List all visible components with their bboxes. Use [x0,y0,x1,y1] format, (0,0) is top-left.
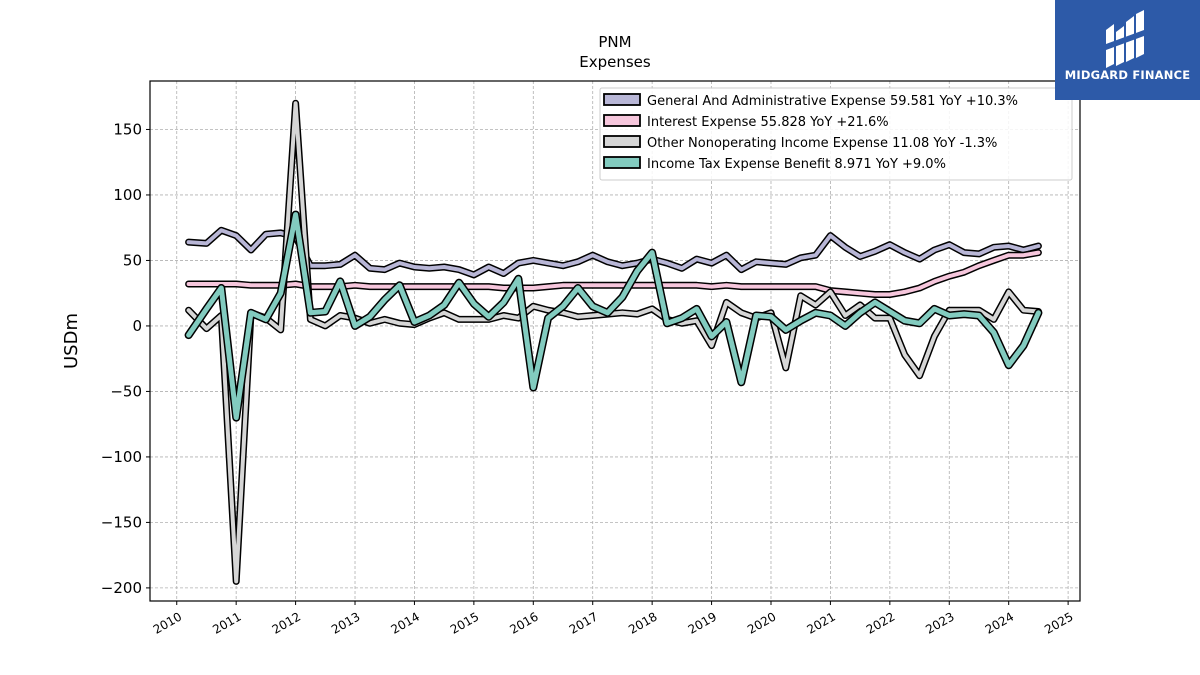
x-tick-label: 2024 [983,609,1016,636]
x-tick-label: 2022 [864,609,897,636]
chart-subtitle: Expenses [579,53,651,71]
brand-name: MIDGARD FINANCE [1064,68,1191,82]
x-tick-label: 2011 [210,609,243,636]
y-axis: −200 −150 −100 −50 0 50 100 150 [101,120,150,597]
y-tick-label: 100 [113,186,142,204]
legend-swatch [603,114,641,127]
legend-swatch [603,93,641,106]
y-tick-label: 50 [123,251,142,269]
x-tick-label: 2013 [329,609,362,636]
legend-swatch [603,135,641,148]
x-tick-label: 2016 [507,609,540,636]
y-tick-label: 150 [113,120,142,138]
legend-label: Other Nonoperating Income Expense 11.08 … [647,136,997,151]
y-tick-label: 0 [132,317,142,335]
series-1 [185,226,1042,279]
legend: General And Administrative Expense 59.58… [599,87,1073,181]
legend-swatch [603,156,641,169]
x-tick-label: 2010 [151,609,184,636]
series-line [186,228,1041,277]
x-tick-label: 2019 [686,609,719,636]
x-tick-label: 2014 [388,609,421,636]
series-4 [184,210,1043,422]
x-tick-label: 2023 [923,609,956,636]
series-line [186,212,1041,421]
y-tick-label: −200 [101,579,142,597]
legend-box [599,87,1073,181]
legend-label: Income Tax Expense Benefit 8.971 YoY +9.… [647,157,946,172]
midgard-logo-icon [1106,10,1144,68]
plot-frame [149,80,1081,602]
series-2 [185,249,1042,298]
x-axis: 2010 2011 2012 2013 2014 2015 2016 2017 2018 2019… [151,601,1076,637]
x-tick-label: 2021 [804,609,837,636]
y-tick-label: −50 [110,382,142,400]
series-layer [184,99,1043,585]
legend-label: General And Administrative Expense 59.58… [647,94,1018,109]
legend-label: Interest Expense 55.828 YoY +21.6% [647,115,889,130]
x-tick-label: 2018 [626,609,659,636]
x-tick-label: 2025 [1042,609,1075,636]
series-line-outline [185,226,1042,279]
y-axis-label: USDm [61,313,82,369]
y-tick-label: −100 [101,448,142,466]
chart-title: PNM [598,33,631,51]
x-tick-label: 2015 [448,609,481,636]
series-line [186,101,1041,584]
series-3 [185,99,1042,585]
x-tick-label: 2017 [567,609,600,636]
x-tick-label: 2020 [745,609,778,636]
x-tick-label: 2012 [270,609,303,636]
series-line [186,250,1041,297]
brand-logo: MIDGARD FINANCE [1055,0,1200,100]
y-tick-label: −150 [101,513,142,531]
